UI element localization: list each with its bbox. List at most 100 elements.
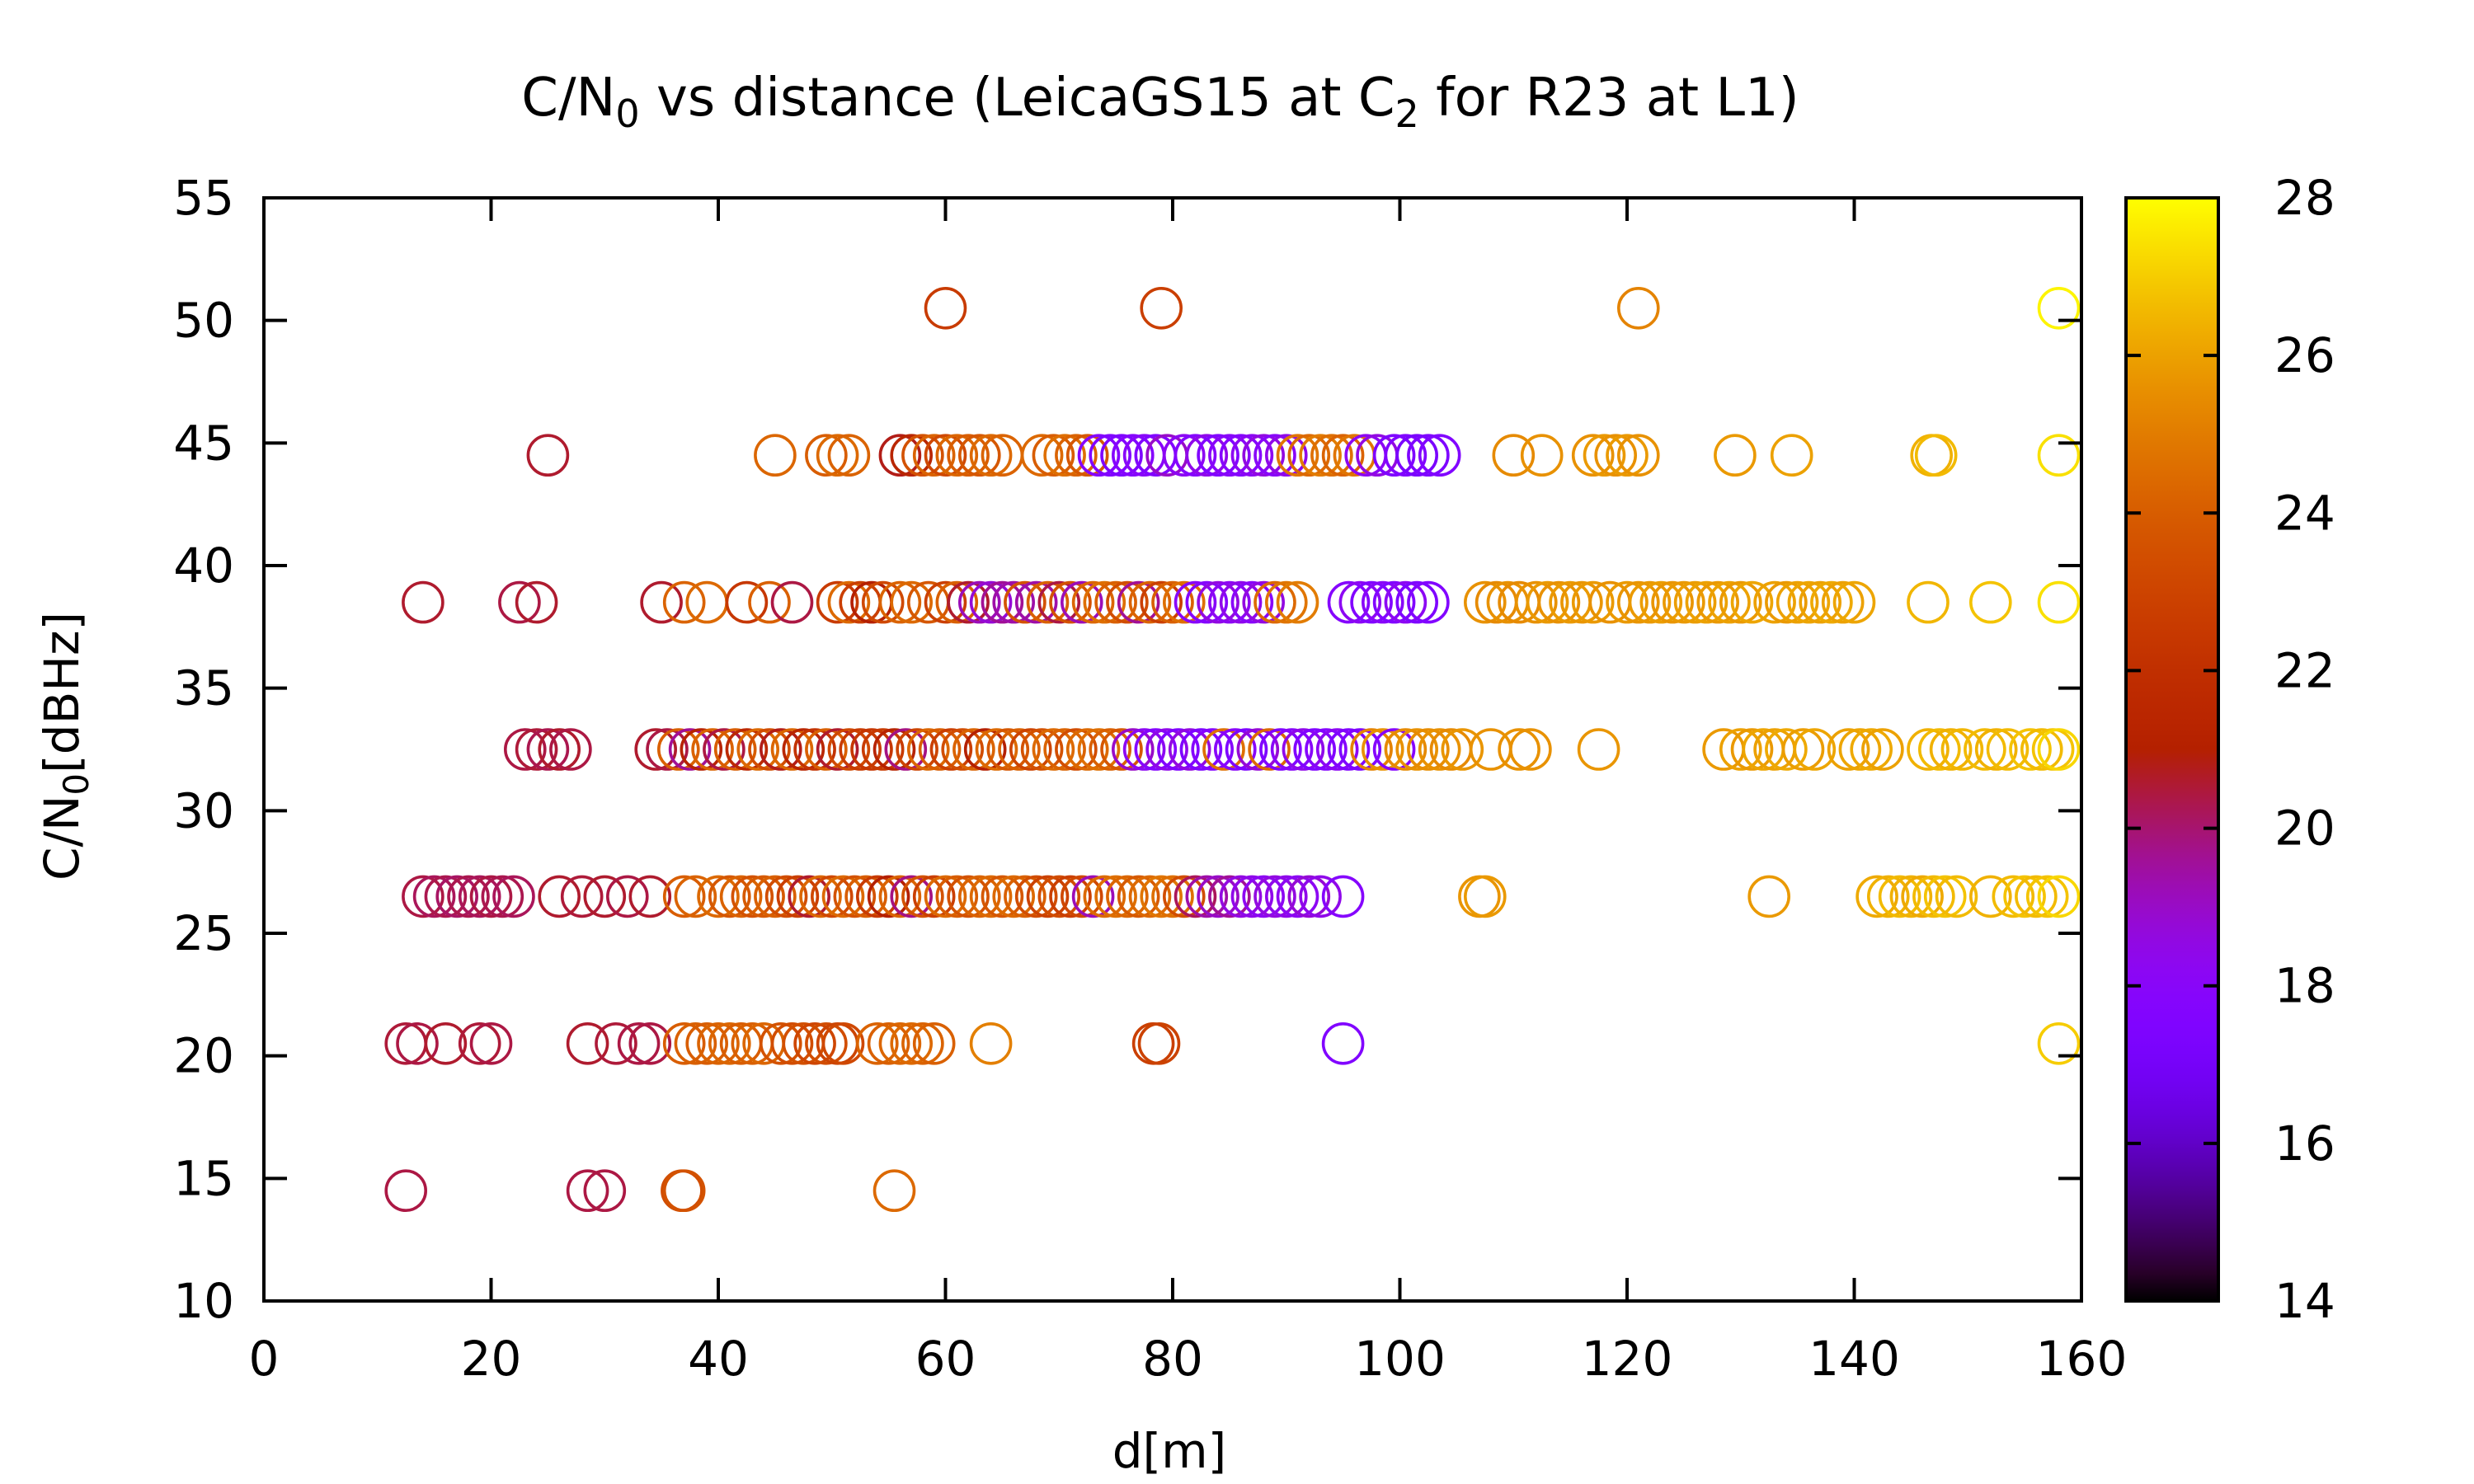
data-point	[1372, 728, 1416, 771]
data-point	[799, 875, 842, 918]
data-point	[2015, 875, 2058, 918]
data-point	[1617, 434, 1660, 477]
data-point	[1918, 728, 1961, 771]
data-point	[469, 1022, 513, 1065]
data-point	[918, 728, 962, 771]
data-point	[827, 434, 871, 477]
data-point	[2025, 875, 2069, 918]
data-point	[662, 1022, 706, 1065]
data-point	[1276, 580, 1319, 624]
axes: 0 20 40 60 80 100 120 140 160 10 15 20 25 30 35 40 45 50 5…	[173, 170, 2127, 1387]
data-point	[958, 875, 1001, 918]
data-point	[396, 1022, 439, 1065]
y-tick-label: 25	[173, 905, 234, 961]
data-point	[901, 875, 944, 918]
data-point	[821, 1022, 865, 1065]
data-point	[1338, 728, 1382, 771]
data-point	[492, 875, 535, 918]
data-point	[2020, 728, 2063, 771]
data-point	[952, 728, 995, 771]
data-point	[992, 580, 1035, 624]
data-point	[861, 580, 905, 624]
data-point	[981, 875, 1024, 918]
data-point	[1867, 875, 1910, 918]
data-point	[1974, 728, 2018, 771]
data-point	[805, 728, 848, 771]
data-point	[1077, 728, 1121, 771]
y-tick-label: 30	[173, 782, 234, 838]
y-tick-label: 40	[173, 538, 234, 594]
data-point	[1185, 580, 1229, 624]
data-point	[674, 875, 717, 918]
data-point	[1065, 728, 1109, 771]
colorbar: 14 16 18 20 22 24 26 28	[2124, 170, 2335, 1329]
data-point	[1907, 728, 1950, 771]
data-point	[748, 580, 791, 624]
data-point	[924, 434, 967, 477]
data-point	[1185, 875, 1229, 918]
data-point	[1464, 875, 1507, 918]
data-point	[901, 1022, 944, 1065]
data-point	[640, 580, 683, 624]
data-point	[1747, 875, 1790, 918]
data-point	[748, 728, 791, 771]
data-points	[384, 286, 2081, 1212]
data-point	[770, 1022, 814, 1065]
data-point	[560, 875, 604, 918]
data-point	[1253, 875, 1296, 918]
data-point	[1265, 875, 1308, 918]
data-point	[1901, 875, 1944, 918]
data-point	[1594, 434, 1637, 477]
data-point	[1094, 875, 1137, 918]
data-point	[634, 728, 678, 771]
data-point	[1765, 580, 1808, 624]
colorbar-frame	[2124, 196, 2220, 1303]
data-point	[890, 875, 933, 918]
data-point	[1509, 728, 1552, 771]
x-tick-label: 160	[2036, 1331, 2128, 1387]
x-tick-label: 40	[688, 1331, 749, 1387]
y-tick-label: 10	[173, 1273, 234, 1329]
data-point	[447, 875, 490, 918]
data-point	[1639, 580, 1683, 624]
data-point	[1287, 434, 1331, 477]
data-point	[844, 875, 887, 918]
data-point	[1061, 875, 1103, 918]
data-point	[754, 875, 797, 918]
data-point	[1270, 728, 1314, 771]
data-point	[1253, 580, 1296, 624]
data-point	[907, 728, 950, 771]
data-point	[424, 1022, 468, 1065]
data-point	[1878, 875, 1921, 918]
data-point	[1055, 434, 1098, 477]
data-point	[1282, 728, 1325, 771]
data-point	[708, 1022, 751, 1065]
x-tick-label: 80	[1142, 1331, 1203, 1387]
colorbar-tick-label: 18	[2274, 958, 2335, 1014]
data-point	[697, 1022, 740, 1065]
data-point	[924, 875, 967, 918]
data-point	[1907, 580, 1950, 624]
data-point	[1753, 580, 1796, 624]
data-point	[975, 728, 1018, 771]
data-point	[958, 434, 1001, 477]
data-point	[1850, 728, 1893, 771]
data-point	[793, 728, 836, 771]
data-point	[1310, 434, 1353, 477]
data-point	[1395, 580, 1438, 624]
data-point	[458, 1022, 501, 1065]
colorbar-tick-label: 24	[2274, 485, 2335, 541]
data-point	[788, 875, 831, 918]
data-point	[1219, 875, 1263, 918]
data-point	[1832, 580, 1876, 624]
data-point	[1770, 434, 1813, 477]
data-point	[1208, 434, 1251, 477]
data-point	[526, 434, 570, 477]
data-point	[384, 1022, 428, 1065]
data-point	[1061, 580, 1103, 624]
data-point	[1265, 434, 1308, 477]
data-point	[986, 728, 1030, 771]
data-point	[1026, 580, 1070, 624]
data-point	[776, 875, 820, 918]
data-point	[941, 728, 984, 771]
